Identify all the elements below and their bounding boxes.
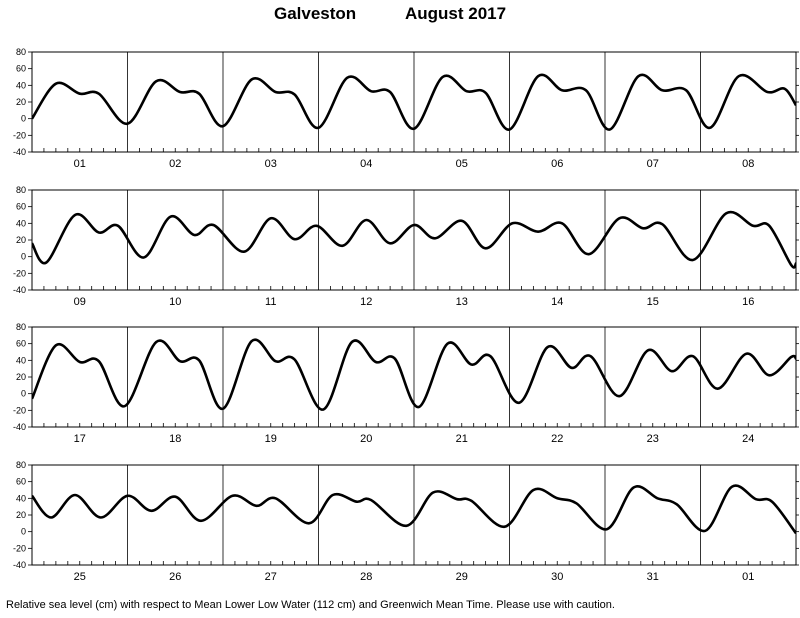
day-label: 03 bbox=[265, 158, 277, 170]
y-tick-label: 20 bbox=[16, 372, 26, 382]
day-label: 01 bbox=[742, 571, 754, 583]
day-label: 26 bbox=[169, 571, 181, 583]
tide-line bbox=[32, 210, 796, 269]
day-label: 01 bbox=[74, 158, 86, 170]
day-label: 29 bbox=[456, 571, 468, 583]
y-tick-label: -40 bbox=[13, 147, 26, 157]
station-title: Galveston bbox=[274, 4, 357, 23]
tide-line bbox=[32, 338, 796, 411]
day-label: 15 bbox=[647, 296, 659, 308]
y-tick-label: 0 bbox=[21, 527, 26, 537]
y-tick-label: 60 bbox=[16, 477, 26, 487]
day-label: 30 bbox=[551, 571, 563, 583]
day-label: 21 bbox=[456, 433, 468, 445]
y-tick-label: 0 bbox=[21, 252, 26, 262]
y-tick-label: 60 bbox=[16, 64, 26, 74]
day-label: 27 bbox=[265, 571, 277, 583]
day-label: 04 bbox=[360, 158, 372, 170]
y-tick-label: 40 bbox=[16, 218, 26, 228]
day-label: 24 bbox=[742, 433, 754, 445]
panel-1: -40 -20 0 20 40 60 80 01 02 03 04 05 06 07 08 bbox=[13, 47, 799, 170]
day-label: 02 bbox=[169, 158, 181, 170]
day-label: 25 bbox=[74, 571, 86, 583]
day-label: 07 bbox=[647, 158, 659, 170]
period-title: August 2017 bbox=[405, 4, 507, 23]
y-tick-label: 0 bbox=[21, 389, 26, 399]
y-tick-label: 20 bbox=[16, 235, 26, 245]
y-tick-label: 60 bbox=[16, 202, 26, 212]
y-tick-label: -20 bbox=[13, 405, 26, 415]
day-label: 19 bbox=[265, 433, 277, 445]
day-label: 22 bbox=[551, 433, 563, 445]
y-tick-label: -20 bbox=[13, 130, 26, 140]
panel-3: -40 -20 0 20 40 60 80 17 18 19 20 21 22 23 24 bbox=[13, 322, 799, 445]
y-tick-label: 80 bbox=[16, 460, 26, 470]
day-label: 31 bbox=[647, 571, 659, 583]
day-label: 28 bbox=[360, 571, 372, 583]
day-label: 13 bbox=[456, 296, 468, 308]
day-label: 10 bbox=[169, 296, 181, 308]
day-label: 16 bbox=[742, 296, 754, 308]
day-label: 12 bbox=[360, 296, 372, 308]
day-label: 23 bbox=[647, 433, 659, 445]
y-tick-label: -20 bbox=[13, 543, 26, 553]
day-label: 17 bbox=[74, 433, 86, 445]
footnote: Relative sea level (cm) with respect to … bbox=[6, 599, 615, 611]
day-label: 11 bbox=[265, 296, 276, 308]
y-tick-label: 40 bbox=[16, 493, 26, 503]
y-tick-label: 20 bbox=[16, 510, 26, 520]
day-label: 20 bbox=[360, 433, 372, 445]
day-label: 18 bbox=[169, 433, 181, 445]
y-tick-label: -40 bbox=[13, 285, 26, 295]
y-tick-label: -20 bbox=[13, 268, 26, 278]
y-tick-label: -40 bbox=[13, 560, 26, 570]
y-tick-label: 80 bbox=[16, 47, 26, 57]
y-tick-label: 20 bbox=[16, 97, 26, 107]
tide-line bbox=[32, 484, 796, 535]
y-tick-label: 0 bbox=[21, 114, 26, 124]
panel-2: -40 -20 0 20 40 60 80 09 10 11 12 13 14 15 16 bbox=[13, 185, 799, 308]
y-tick-label: -40 bbox=[13, 422, 26, 432]
tide-line bbox=[32, 73, 796, 131]
day-label: 09 bbox=[74, 296, 86, 308]
y-tick-label: 80 bbox=[16, 185, 26, 195]
day-label: 05 bbox=[456, 158, 468, 170]
y-tick-label: 40 bbox=[16, 80, 26, 90]
day-label: 08 bbox=[742, 158, 754, 170]
panel-4: -40 -20 0 20 40 60 80 25 26 27 28 29 30 31 01 bbox=[13, 460, 799, 583]
day-label: 06 bbox=[551, 158, 563, 170]
day-label: 14 bbox=[551, 296, 563, 308]
y-tick-label: 60 bbox=[16, 339, 26, 349]
y-tick-label: 40 bbox=[16, 355, 26, 365]
y-tick-label: 80 bbox=[16, 322, 26, 332]
